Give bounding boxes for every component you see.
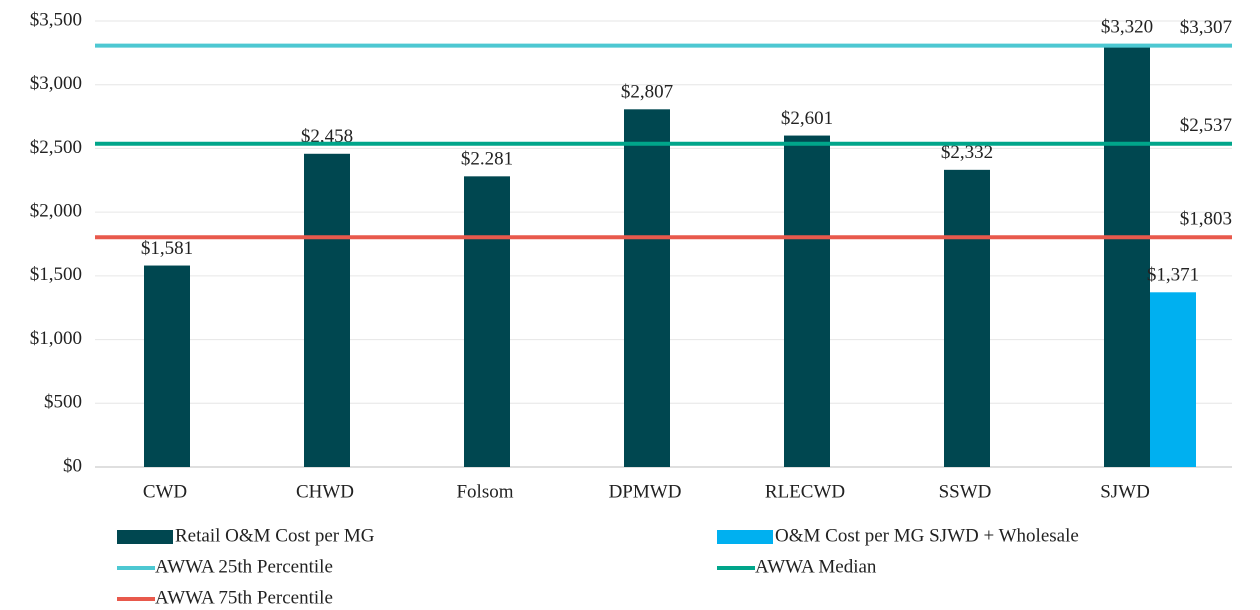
x-tick-label: DPMWD bbox=[609, 481, 682, 502]
data-label: $3,320 bbox=[1101, 16, 1153, 37]
y-tick-label: $3,000 bbox=[30, 73, 82, 94]
bar bbox=[1104, 43, 1150, 468]
legend-label: O&M Cost per MG SJWD + Wholesale bbox=[775, 525, 1079, 546]
bar bbox=[1150, 292, 1196, 467]
reference-label: $2,537 bbox=[1180, 115, 1232, 136]
legend-swatch bbox=[717, 530, 773, 544]
x-tick-label: SSWD bbox=[939, 481, 992, 502]
bar bbox=[304, 153, 350, 467]
y-tick-label: $2,000 bbox=[30, 201, 82, 222]
bar bbox=[144, 265, 190, 467]
x-tick-label: RLECWD bbox=[765, 481, 845, 502]
x-tick-label: CWD bbox=[143, 481, 187, 502]
y-tick-label: $1,500 bbox=[30, 264, 82, 285]
legend-label: Retail O&M Cost per MG bbox=[175, 525, 375, 546]
y-tick-label: $0 bbox=[63, 455, 82, 476]
bar bbox=[624, 109, 670, 468]
bar bbox=[944, 169, 990, 467]
data-label: $1,581 bbox=[141, 238, 193, 259]
data-label: $2.281 bbox=[461, 149, 513, 170]
reference-label: $1,803 bbox=[1180, 209, 1232, 230]
data-label: $2,807 bbox=[621, 82, 673, 103]
y-tick-label: $500 bbox=[44, 392, 82, 413]
x-tick-label: Folsom bbox=[456, 481, 513, 502]
bar bbox=[464, 176, 510, 467]
legend-swatch bbox=[117, 530, 173, 544]
y-tick-label: $2,500 bbox=[30, 137, 82, 158]
y-tick-label: $1,000 bbox=[30, 328, 82, 349]
legend-label: AWWA Median bbox=[755, 556, 877, 577]
x-tick-label: SJWD bbox=[1100, 481, 1150, 502]
legend-label: AWWA 25th Percentile bbox=[155, 556, 333, 577]
data-label: $1,371 bbox=[1147, 265, 1199, 286]
x-tick-label: CHWD bbox=[296, 481, 354, 502]
data-label: $2,601 bbox=[781, 108, 833, 129]
reference-label: $3,307 bbox=[1180, 17, 1232, 38]
legend-label: AWWA 75th Percentile bbox=[155, 587, 333, 608]
bar bbox=[784, 135, 830, 467]
data-label: $2,332 bbox=[941, 142, 993, 163]
y-tick-label: $3,500 bbox=[30, 9, 82, 30]
